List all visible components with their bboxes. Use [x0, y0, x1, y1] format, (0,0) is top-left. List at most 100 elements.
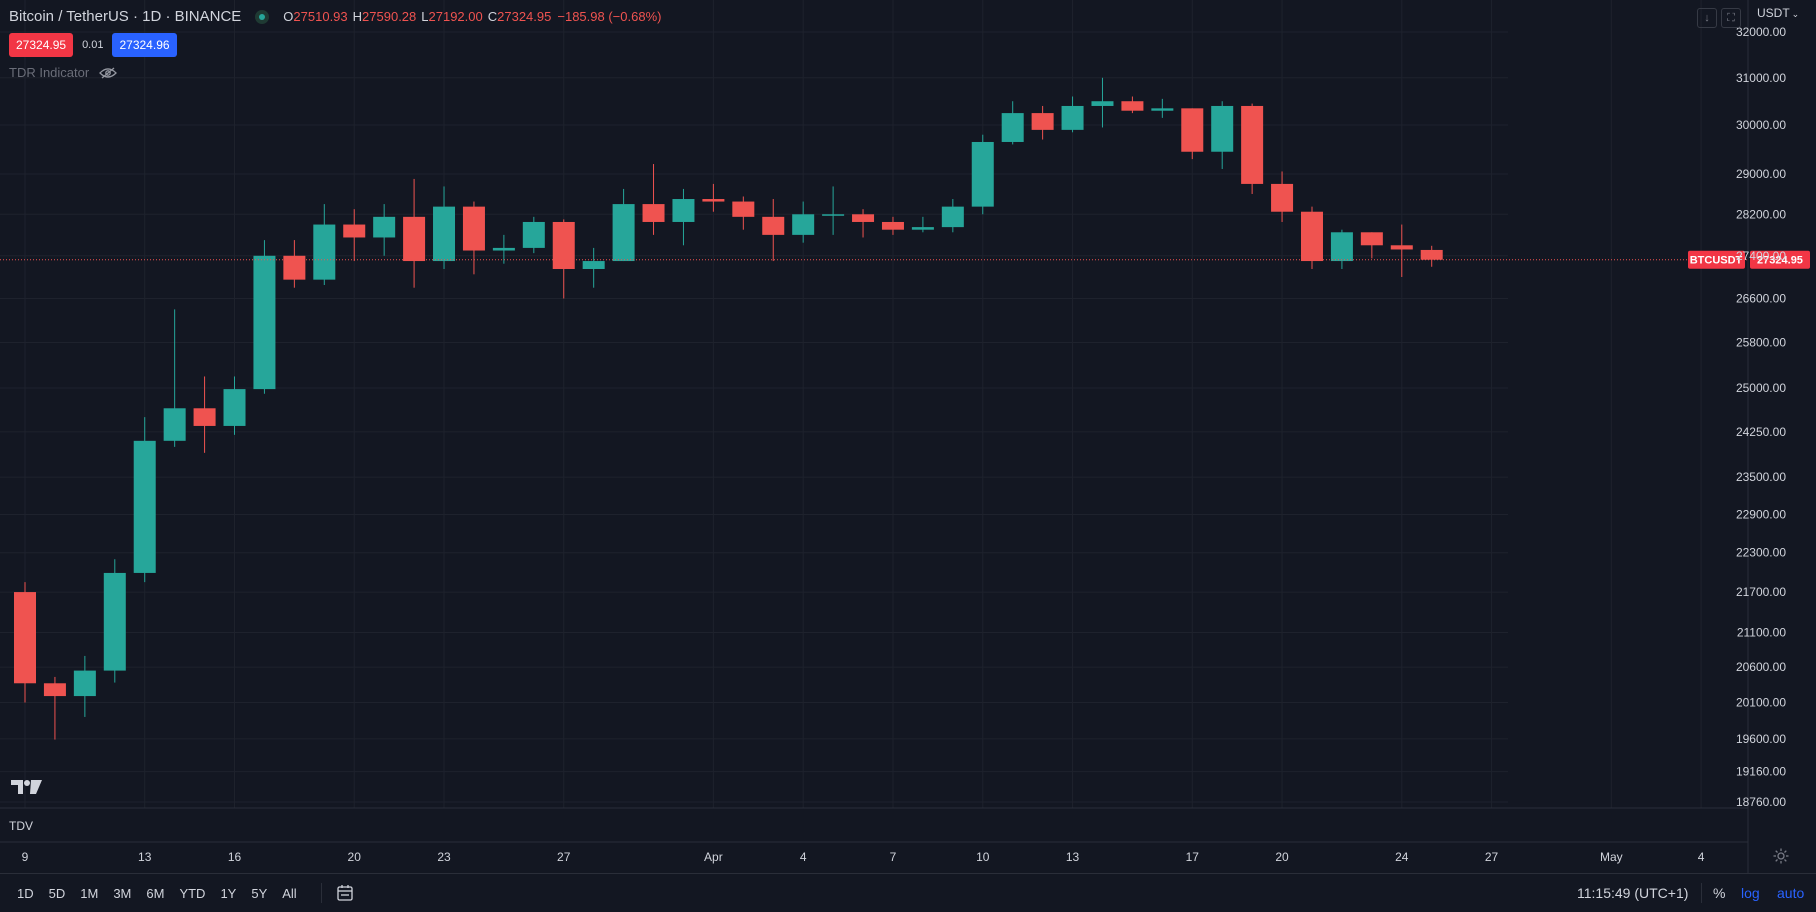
- fullscreen-icon[interactable]: ⛶: [1721, 8, 1741, 28]
- candle[interactable]: [283, 240, 306, 288]
- low-key: L: [421, 9, 429, 24]
- candle[interactable]: [1091, 77, 1114, 128]
- clock-timezone[interactable]: 11:15:49 (UTC+1): [1577, 885, 1689, 901]
- candle[interactable]: [732, 196, 755, 230]
- candle[interactable]: [1300, 206, 1323, 269]
- currency-selector[interactable]: USDT ⌄: [1757, 6, 1799, 20]
- candle[interactable]: [792, 201, 815, 243]
- percent-scale-button[interactable]: %: [1713, 885, 1726, 901]
- candle[interactable]: [1360, 232, 1383, 259]
- spread-value: 0.01: [82, 39, 104, 51]
- range-5y-button[interactable]: 5Y: [251, 885, 268, 901]
- candle[interactable]: [163, 309, 186, 447]
- candle[interactable]: [462, 201, 485, 275]
- eye-hidden-icon[interactable]: [99, 67, 118, 79]
- range-1d-button[interactable]: 1D: [17, 885, 34, 901]
- candle[interactable]: [1181, 108, 1204, 160]
- candle[interactable]: [1390, 224, 1413, 277]
- candle[interactable]: [1420, 245, 1443, 267]
- candle[interactable]: [522, 216, 545, 254]
- candle[interactable]: [941, 199, 964, 233]
- candle-body: [792, 214, 815, 235]
- range-1y-button[interactable]: 1Y: [220, 885, 237, 901]
- candle[interactable]: [1031, 105, 1054, 140]
- settings-icon[interactable]: [1773, 848, 1789, 864]
- candle[interactable]: [492, 234, 515, 264]
- y-tick-label: 26600.00: [1736, 292, 1786, 306]
- candle-body: [612, 204, 635, 262]
- download-icon[interactable]: ↓: [1697, 8, 1717, 28]
- candle[interactable]: [343, 209, 366, 262]
- open-key: O: [283, 9, 294, 24]
- sell-button[interactable]: 27324.95: [9, 33, 74, 57]
- auto-scale-button[interactable]: auto: [1777, 885, 1805, 901]
- candle-body: [223, 389, 246, 426]
- candle[interactable]: [433, 186, 456, 269]
- candle[interactable]: [1001, 101, 1024, 145]
- candle[interactable]: [133, 417, 156, 583]
- candle[interactable]: [1121, 96, 1144, 114]
- candle-body: [253, 255, 276, 390]
- range-5d-button[interactable]: 5D: [48, 885, 66, 901]
- y-tick-label: 25000.00: [1736, 381, 1786, 395]
- candle-body: [1241, 105, 1264, 184]
- candle[interactable]: [881, 216, 904, 235]
- candle[interactable]: [822, 186, 845, 235]
- y-tick-label: 19600.00: [1736, 732, 1786, 746]
- candle[interactable]: [552, 219, 575, 299]
- candle[interactable]: [911, 216, 934, 233]
- chart-controls: ↓ ⛶: [1697, 8, 1741, 28]
- candle[interactable]: [253, 240, 276, 394]
- candle[interactable]: [103, 559, 126, 683]
- candle-body: [1031, 113, 1054, 130]
- currency-label: USDT: [1757, 6, 1790, 20]
- indicator-label[interactable]: TDR Indicator: [9, 65, 90, 80]
- change-value: −185.98 (−0.68%): [557, 9, 662, 24]
- log-scale-button[interactable]: log: [1741, 885, 1760, 901]
- candle[interactable]: [672, 188, 695, 246]
- candle[interactable]: [14, 582, 36, 703]
- x-tick-label: 16: [228, 850, 242, 864]
- candle[interactable]: [582, 247, 605, 288]
- range-1m-button[interactable]: 1M: [80, 885, 99, 901]
- y-tick-label: 20100.00: [1736, 696, 1786, 710]
- candle[interactable]: [1330, 229, 1353, 269]
- x-tick-label: 27: [1485, 850, 1499, 864]
- candle[interactable]: [612, 188, 635, 262]
- range-ytd-button[interactable]: YTD: [179, 885, 206, 901]
- candle[interactable]: [642, 164, 665, 235]
- candle[interactable]: [971, 134, 994, 215]
- x-tick-label: 20: [1275, 850, 1289, 864]
- y-tick-label: 25800.00: [1736, 336, 1786, 350]
- candle[interactable]: [702, 183, 725, 212]
- range-6m-button[interactable]: 6M: [146, 885, 165, 901]
- bottom-toolbar: 1D 5D 1M 3M 6M YTD 1Y 5Y All 11:15:49 (U…: [0, 873, 1816, 912]
- candle[interactable]: [313, 204, 336, 286]
- buy-button[interactable]: 27324.96: [112, 33, 177, 57]
- candle[interactable]: [762, 199, 785, 262]
- candle[interactable]: [1271, 171, 1294, 222]
- calendar-range-icon[interactable]: [336, 884, 354, 902]
- candle[interactable]: [1241, 103, 1264, 194]
- range-3m-button[interactable]: 3M: [113, 885, 132, 901]
- candle[interactable]: [193, 376, 216, 453]
- candle[interactable]: [403, 178, 426, 288]
- high-key: H: [352, 9, 363, 24]
- candle[interactable]: [852, 209, 875, 238]
- candle[interactable]: [73, 655, 96, 717]
- candle-body: [343, 224, 366, 238]
- candle[interactable]: [373, 204, 396, 256]
- candle[interactable]: [223, 376, 246, 435]
- symbol-title[interactable]: Bitcoin / TetherUS · 1D · BINANCE: [9, 8, 242, 25]
- indicator-legend[interactable]: TDR Indicator: [9, 65, 118, 80]
- candle-body: [433, 206, 456, 262]
- high-value: 27590.28: [362, 9, 417, 24]
- candle[interactable]: [1061, 96, 1084, 133]
- tradingview-logo-icon[interactable]: [11, 779, 43, 795]
- range-all-button[interactable]: All: [282, 885, 297, 901]
- candle[interactable]: [1211, 101, 1234, 169]
- candle-body: [582, 261, 605, 269]
- candle[interactable]: [1151, 98, 1174, 118]
- candle[interactable]: [43, 676, 66, 740]
